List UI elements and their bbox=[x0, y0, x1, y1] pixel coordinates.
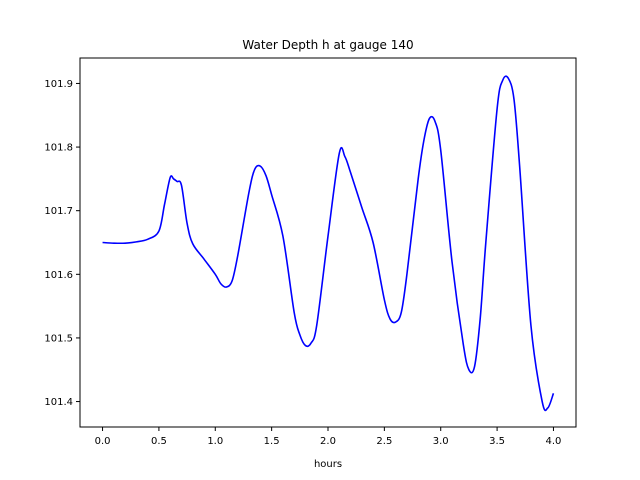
y-tick-label: 101.5 bbox=[44, 333, 73, 344]
y-tick-label: 101.8 bbox=[44, 143, 73, 154]
plot-area bbox=[79, 57, 577, 428]
x-tick-label: 1.0 bbox=[207, 436, 223, 447]
x-tick-label: 1.5 bbox=[264, 436, 280, 447]
x-tick-label: 4.0 bbox=[546, 436, 562, 447]
y-tick-label: 101.4 bbox=[44, 397, 73, 408]
y-tick-label: 101.7 bbox=[44, 206, 73, 217]
x-axis-ticks: 0.0 0.5 1.0 1.5 2.0 2.5 3.0 3.5 4.0 bbox=[95, 427, 562, 447]
x-tick-label: 2.0 bbox=[320, 436, 336, 447]
x-tick-label: 2.5 bbox=[376, 436, 392, 447]
y-axis-ticks: 101.4 101.5 101.6 101.7 101.8 101.9 bbox=[44, 79, 80, 408]
chart-title: Water Depth h at gauge 140 bbox=[242, 38, 413, 52]
x-tick-label: 3.5 bbox=[489, 436, 505, 447]
y-tick-label: 101.6 bbox=[44, 270, 73, 281]
x-tick-label: 3.0 bbox=[433, 436, 449, 447]
x-axis-label: hours bbox=[314, 459, 342, 470]
x-tick-label: 0.5 bbox=[151, 436, 167, 447]
series-line bbox=[102, 75, 555, 412]
x-tick-label: 0.0 bbox=[95, 436, 111, 447]
y-tick-label: 101.9 bbox=[44, 79, 73, 90]
